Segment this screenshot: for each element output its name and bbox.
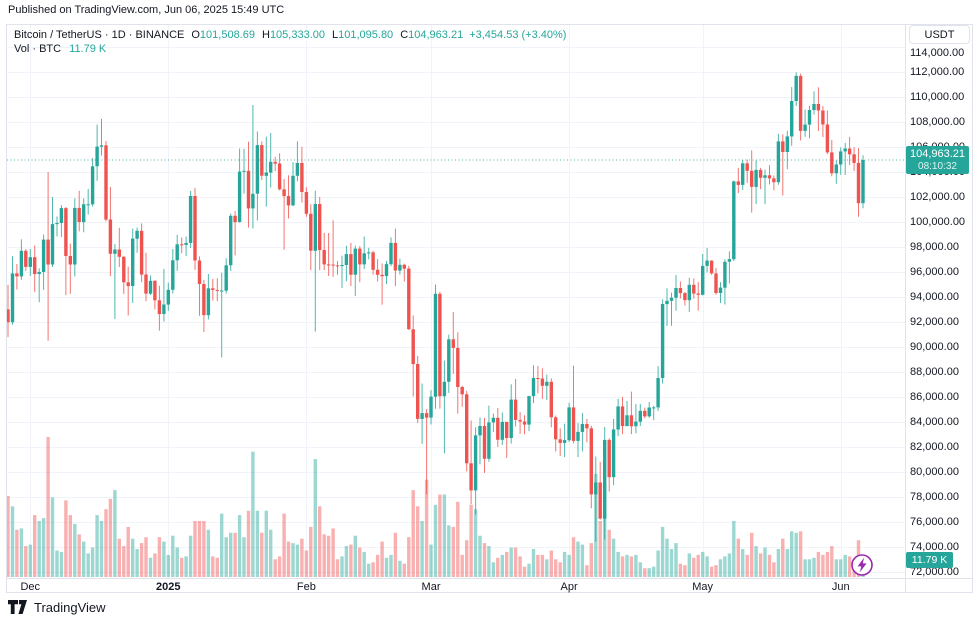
- time-axis-label: May: [692, 581, 714, 593]
- legend-row-volume: Vol · BTC 11.79 K: [14, 42, 566, 56]
- price-tick: 98,000.00: [910, 240, 959, 253]
- price-tick: 88,000.00: [910, 365, 959, 378]
- volume-row-label: Vol · BTC: [14, 43, 62, 55]
- price-tick: 92,000.00: [910, 315, 959, 328]
- price-tick: 74,000.00: [910, 540, 959, 553]
- bar-countdown: 08:10:32: [918, 161, 957, 172]
- grid-layer: [7, 25, 905, 578]
- footer-logo-text[interactable]: TradingView: [34, 600, 106, 615]
- price-tick: 84,000.00: [910, 415, 959, 428]
- chart-legend: Bitcoin / TetherUS · 1D · BINANCE O101,50…: [14, 28, 566, 56]
- time-axis-label: 2025: [156, 581, 181, 593]
- price-tick: 90,000.00: [910, 340, 959, 353]
- open-label: O: [191, 29, 200, 41]
- time-axis-label: Jun: [831, 581, 850, 593]
- price-tick: 96,000.00: [910, 265, 959, 278]
- high-value: 105,333.00: [269, 29, 325, 41]
- close-label: C: [400, 29, 409, 41]
- price-tick: 114,000.00: [910, 47, 965, 59]
- price-tick: 108,000.00: [910, 115, 966, 128]
- price-tick: 86,000.00: [910, 390, 959, 403]
- volume-row-value: 11.79 K: [69, 43, 107, 55]
- time-axis-label: Feb: [296, 581, 316, 593]
- change-value: +3,454.53 (+3.40%): [469, 29, 567, 41]
- time-axis-label: Dec: [20, 581, 41, 593]
- low-label: L: [332, 29, 339, 41]
- price-tick: 72,000.00: [910, 565, 959, 578]
- close-value: 104,963.21: [408, 29, 464, 41]
- legend-row-main: Bitcoin / TetherUS · 1D · BINANCE O101,50…: [14, 28, 566, 42]
- price-tick: 80,000.00: [910, 465, 959, 478]
- time-axis-label: Apr: [560, 581, 578, 593]
- price-tick: 110,000.00: [910, 90, 965, 103]
- price-tick: 78,000.00: [910, 490, 959, 503]
- last-price-value: 104,963.21: [909, 148, 966, 160]
- price-tick: 112,000.00: [910, 65, 965, 78]
- symbol-title[interactable]: Bitcoin / TetherUS · 1D · BINANCE: [14, 29, 185, 41]
- price-tick: 94,000.00: [910, 290, 959, 303]
- low-value: 101,095.80: [338, 29, 394, 41]
- price-tick: 102,000.00: [910, 190, 966, 203]
- currency-button[interactable]: USDT: [909, 25, 970, 44]
- published-bar: Published on TradingView.com, Jun 06, 20…: [8, 4, 285, 16]
- price-tick: 76,000.00: [910, 515, 959, 528]
- price-tick: 100,000.00: [910, 215, 966, 228]
- open-value: 101,508.69: [199, 29, 255, 41]
- lightning-icon[interactable]: [851, 554, 873, 576]
- volume-layer: [6, 437, 865, 577]
- last-price-label: 104,963.21 08:10:32: [906, 146, 969, 174]
- tradingview-logo[interactable]: [8, 600, 28, 615]
- frame-borders: [6, 24, 973, 593]
- candles-layer: [6, 72, 865, 542]
- high-label: H: [261, 29, 270, 41]
- footer: TradingView: [8, 600, 106, 615]
- price-tick: 82,000.00: [910, 440, 959, 453]
- time-axis-label: Mar: [421, 581, 441, 593]
- volume-axis-label: 11.79 K: [906, 552, 953, 568]
